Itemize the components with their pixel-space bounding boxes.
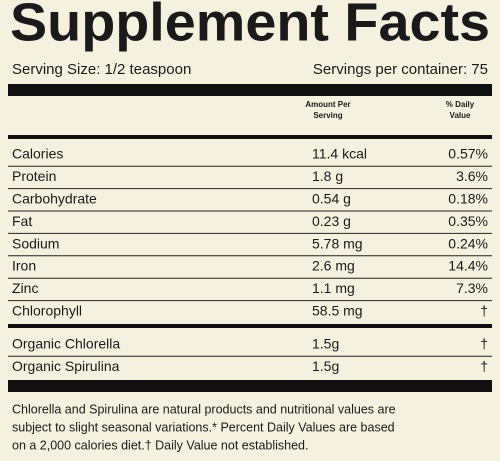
column-header: Value xyxy=(450,111,471,120)
daily-value: 7.3% xyxy=(456,280,488,296)
daily-value: 0.35% xyxy=(448,213,488,229)
servings-per-container: Servings per container: 75 xyxy=(313,61,488,78)
daily-value: † xyxy=(480,358,488,374)
nutrient-name: Iron xyxy=(12,258,36,274)
footnote-line: subject to slight seasonal variations.* … xyxy=(12,420,395,434)
thick-bar xyxy=(8,380,492,392)
amount: 0.23 g xyxy=(312,213,351,229)
column-header: Serving xyxy=(313,111,342,120)
nutrient-name: Protein xyxy=(12,168,56,184)
amount: 2.6 mg xyxy=(312,258,355,274)
serving-size: Serving Size: 1/2 teaspoon xyxy=(12,61,191,78)
nutrient-name: Zinc xyxy=(12,280,38,296)
thick-bar xyxy=(8,84,492,96)
divider xyxy=(8,324,492,328)
footnote-line: on a 2,000 calories diet.† Daily Value n… xyxy=(12,438,308,452)
amount: 0.54 g xyxy=(312,191,351,207)
amount: 58.5 mg xyxy=(312,303,363,319)
nutrient-name: Carbohydrate xyxy=(12,191,97,207)
amount: 11.4 kcal xyxy=(312,146,367,162)
table: Calories 11.4 kcal 0.57% Protein 1.8 g 3.6% Ca… xyxy=(8,146,492,374)
footnote-line: Chlorella and Spirulina are natural prod… xyxy=(12,402,396,416)
amount: 1.5g xyxy=(312,336,339,352)
column-header: % Daily xyxy=(446,100,475,109)
amount: 5.78 mg xyxy=(312,235,363,251)
nutrient-name: Sodium xyxy=(12,235,59,251)
column-header: Amount Per xyxy=(305,100,350,109)
amount: 1.8 g xyxy=(312,168,343,184)
nutrient-name: Calories xyxy=(12,146,63,162)
divider xyxy=(8,135,492,139)
daily-value: 3.6% xyxy=(456,168,488,184)
nutrient-name: Organic Spirulina xyxy=(12,358,120,374)
daily-value: † xyxy=(480,336,488,352)
daily-value: 0.24% xyxy=(448,235,488,251)
amount: 1.1 mg xyxy=(312,280,355,296)
daily-value: † xyxy=(480,303,488,319)
amount: 1.5g xyxy=(312,358,339,374)
nutrient-name: Fat xyxy=(12,213,32,229)
daily-value: 0.57% xyxy=(448,146,488,162)
daily-value: 14.4% xyxy=(448,258,488,274)
nutrient-name: Organic Chlorella xyxy=(12,336,120,352)
title: Supplement Facts xyxy=(10,0,490,52)
daily-value: 0.18% xyxy=(448,191,488,207)
nutrient-name: Chlorophyll xyxy=(12,303,82,319)
